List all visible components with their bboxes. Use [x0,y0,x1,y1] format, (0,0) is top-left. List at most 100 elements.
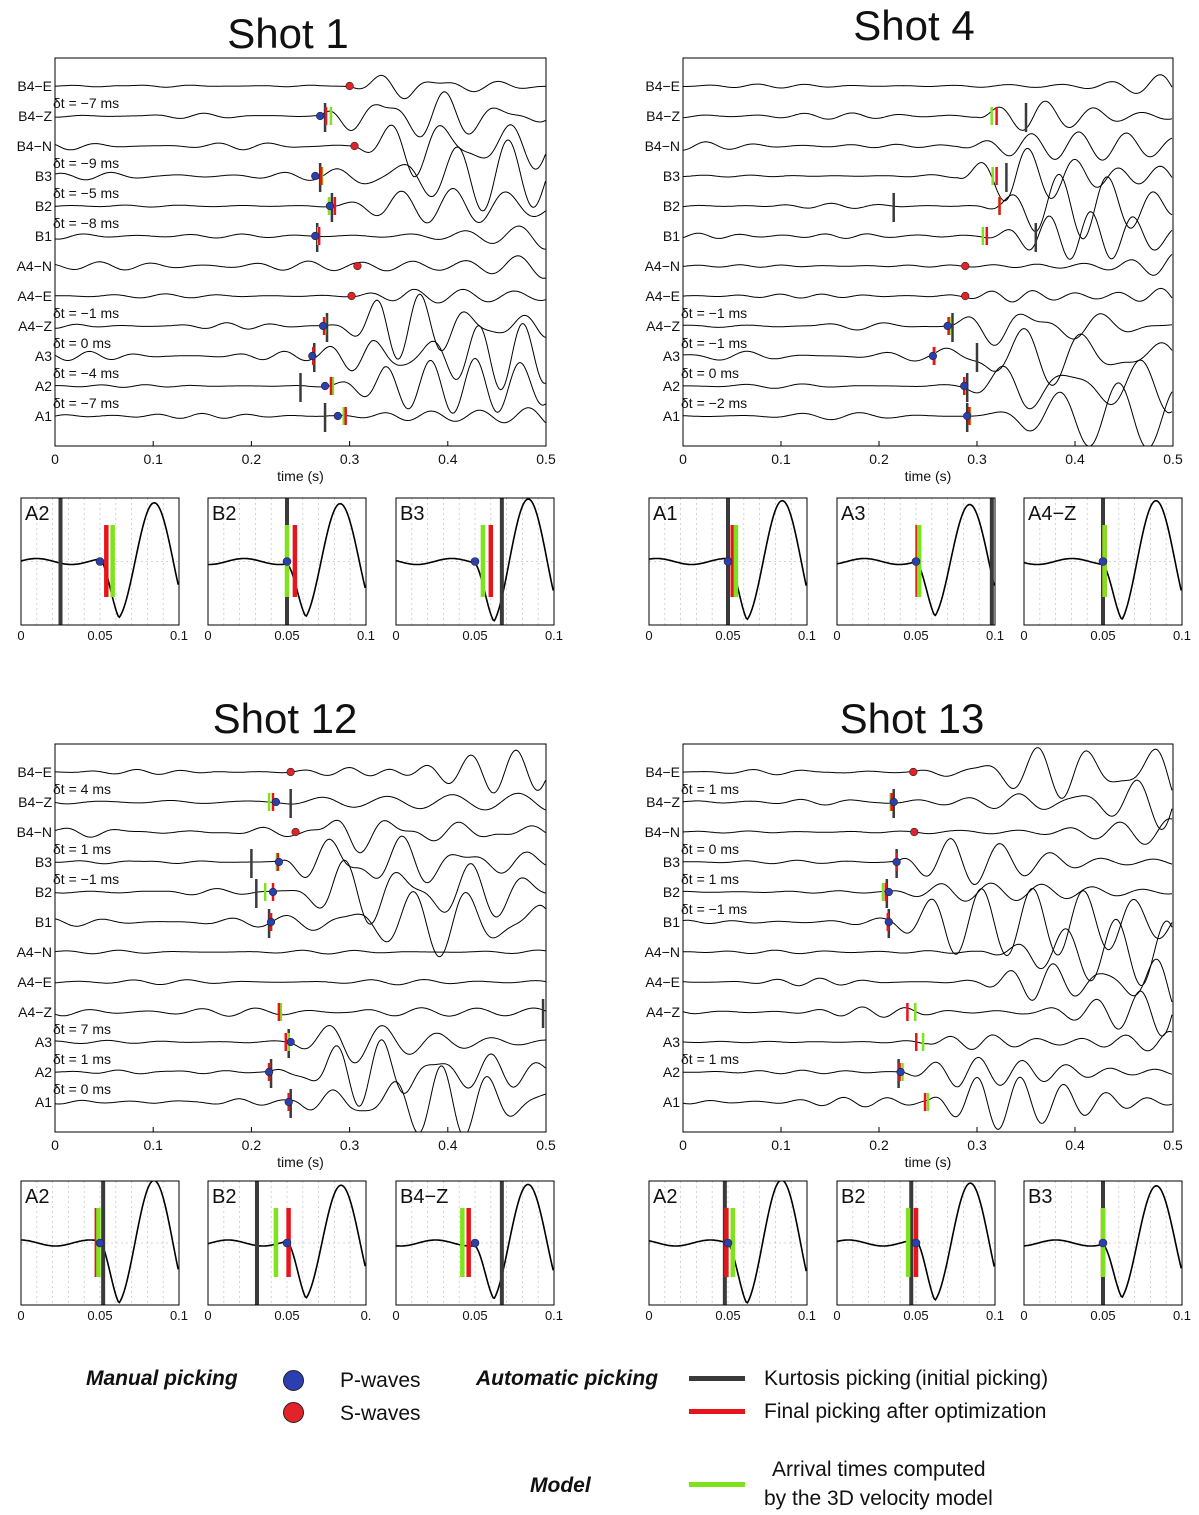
seismic-trace [683,818,1173,845]
seismic-trace [683,313,1173,346]
seismic-trace [683,1056,1173,1088]
station-label: A3 [663,348,680,364]
seismic-trace [55,1065,546,1132]
x-axis-label: time (s) [277,468,324,484]
station-label: A4−N [17,258,52,274]
s-wave-marker [283,1402,304,1423]
p-wave-pick [911,557,921,566]
p-wave-pick [282,1238,292,1248]
station-label: B4−E [645,78,680,94]
zoom-tick-label: 0 [833,628,840,643]
p-wave-pick [308,351,317,361]
zoom-tick-label: 0.1 [1173,628,1191,643]
station-label: A4−E [17,288,52,304]
zoom-frame [1023,497,1183,626]
zoom-tick-label: 0 [1020,1308,1027,1323]
zoom-tick-label: 0 [392,1308,399,1323]
station-label: B4−Z [18,794,52,810]
p-wave-pick [284,1097,293,1107]
zoom-tick-label: 0 [645,1308,652,1323]
zoom-tick-label: 0.05 [462,1308,487,1323]
zoom-label: B2 [212,1186,236,1208]
p-wave-pick [928,351,938,361]
plot-frame [682,743,1174,1133]
zoom-tick-label: 0 [392,628,399,643]
p-wave-pick [911,1238,921,1248]
legend-model-line2: by the 3D velocity model [764,1487,993,1510]
zoom-label: A2 [25,503,49,525]
zoom-frame [207,1180,367,1306]
zoom-label: B2 [841,1186,865,1208]
x-tick-label: 0.2 [242,451,262,467]
station-label: B4−N [645,824,680,840]
seismic-trace [683,918,1173,987]
p-wave-pick [960,381,969,391]
p-wave-pick [318,321,328,331]
x-tick-label: 0.2 [869,451,889,467]
x-tick-label: 0 [51,451,59,467]
station-label: B4−E [645,764,680,780]
zoom-tick-label: 0.05 [462,628,487,643]
zoom-panel: B3 0 0.05 0.1 [1020,1180,1191,1323]
station-label: A4−N [645,944,680,960]
zoom-tick-label: 0.1 [170,1308,188,1323]
zoom-tick-label: 0.05 [87,1308,112,1323]
legend-manual-label: Manual picking [86,1367,238,1390]
zoom-tick-label: 0.1 [986,1308,1004,1323]
delta-t-label: δt = −7 ms [53,395,119,411]
p-wave-pick [963,411,972,421]
legend-final: Final picking after optimization [764,1400,1047,1423]
zoom-tick-label: 0 [204,628,211,643]
x-tick-label: 0.4 [1065,1137,1085,1153]
s-wave-pick [909,767,918,777]
p-wave-pick [271,797,281,807]
zoom-tick-label: 0.05 [715,628,740,643]
zoom-tick-label: 0.1 [798,628,816,643]
x-tick-label: 0 [679,451,687,467]
p-wave-pick [884,917,893,927]
zoom-tick-label: 0.1 [545,1308,563,1323]
zoom-panel: B4−Z 0 0.05 0.1 [392,1180,563,1323]
p-wave-pick [943,321,952,331]
seismic-trace [55,1039,546,1107]
final-swatch [689,1409,745,1414]
seismic-trace [55,288,546,304]
p-wave-pick [311,171,320,181]
delta-t-label: δt = 0 ms [53,335,111,351]
zoom-tick-label: 0.05 [1090,1308,1115,1323]
zoom-frame [648,497,808,626]
station-label: B3 [663,854,680,870]
station-label: A4−E [645,288,680,304]
delta-t-label: δt = −9 ms [53,155,119,171]
x-tick-label: 0.1 [771,1137,791,1153]
p-wave-pick [889,797,898,807]
delta-t-label: δt = −1 ms [53,871,119,887]
delta-t-label: δt = 0 ms [53,1081,111,1097]
zoom-frame [395,1180,555,1306]
zoom-tick-label: 0.1 [1173,1308,1191,1323]
s-wave-pick [291,827,300,837]
s-wave-pick [350,141,359,151]
delta-t-label: δt = −1 ms [681,901,747,917]
zoom-panel: A2 0 0.05 0.1 [17,497,188,643]
p-wave-pick [892,857,901,867]
station-label: A3 [35,348,52,364]
station-label: B2 [663,884,680,900]
s-wave-pick [961,261,970,271]
legend-model-line1: Arrival times computed [772,1458,986,1481]
p-wave-pick [470,1238,480,1248]
delta-t-label: δt = −1 ms [681,335,747,351]
delta-t-label: δt = −5 ms [53,185,119,201]
zoom-tick-label: 0.1 [170,628,188,643]
p-wave-pick [723,1238,733,1248]
delta-t-label: δt = −8 ms [53,215,119,231]
seismic-trace [683,838,1173,886]
station-label: B3 [35,168,52,184]
zoom-panel: A1 0 0.05 0.1 [645,497,816,643]
x-axis-label: time (s) [277,1154,324,1170]
seismic-trace [55,187,546,224]
delta-t-label: δt = 1 ms [681,781,739,797]
